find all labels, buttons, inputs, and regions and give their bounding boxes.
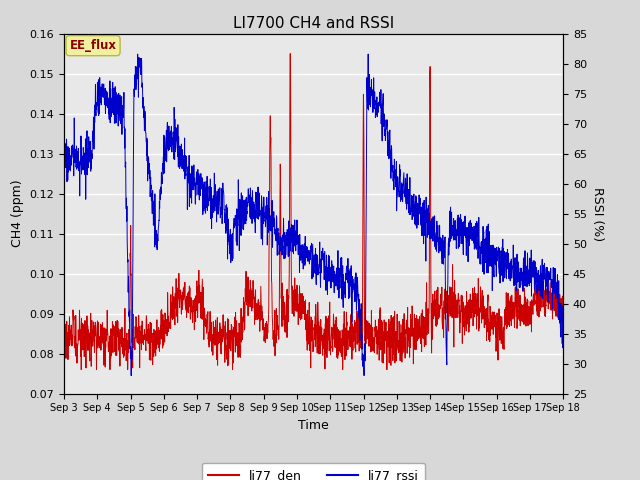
li77_rssi (454, 217, 461, 223)
li77_rssi (364, 51, 372, 57)
Legend: li77_den, li77_rssi: li77_den, li77_rssi (202, 463, 426, 480)
Line: li77_rssi: li77_rssi (64, 54, 563, 375)
li77_den (545, 291, 553, 297)
li77_den (545, 288, 553, 294)
li77_den (303, 347, 311, 353)
li77_den (290, 313, 298, 319)
Y-axis label: RSSI (%): RSSI (%) (591, 187, 604, 240)
li77_rssi (303, 244, 311, 250)
X-axis label: Time: Time (298, 419, 329, 432)
li77_rssi (60, 160, 68, 166)
li77_rssi (559, 316, 567, 322)
li77_rssi (86, 151, 93, 157)
li77_den (559, 309, 567, 315)
Title: LI7700 CH4 and RSSI: LI7700 CH4 and RSSI (233, 16, 394, 31)
Text: EE_flux: EE_flux (70, 39, 116, 52)
li77_rssi (290, 224, 298, 229)
Line: li77_den: li77_den (64, 54, 563, 370)
li77_den (287, 51, 294, 57)
Y-axis label: CH4 (ppm): CH4 (ppm) (11, 180, 24, 247)
li77_den (60, 346, 68, 352)
li77_rssi (127, 372, 135, 378)
li77_den (86, 358, 93, 364)
li77_den (454, 305, 461, 311)
li77_den (77, 367, 85, 372)
li77_rssi (545, 271, 553, 276)
li77_rssi (545, 274, 553, 280)
